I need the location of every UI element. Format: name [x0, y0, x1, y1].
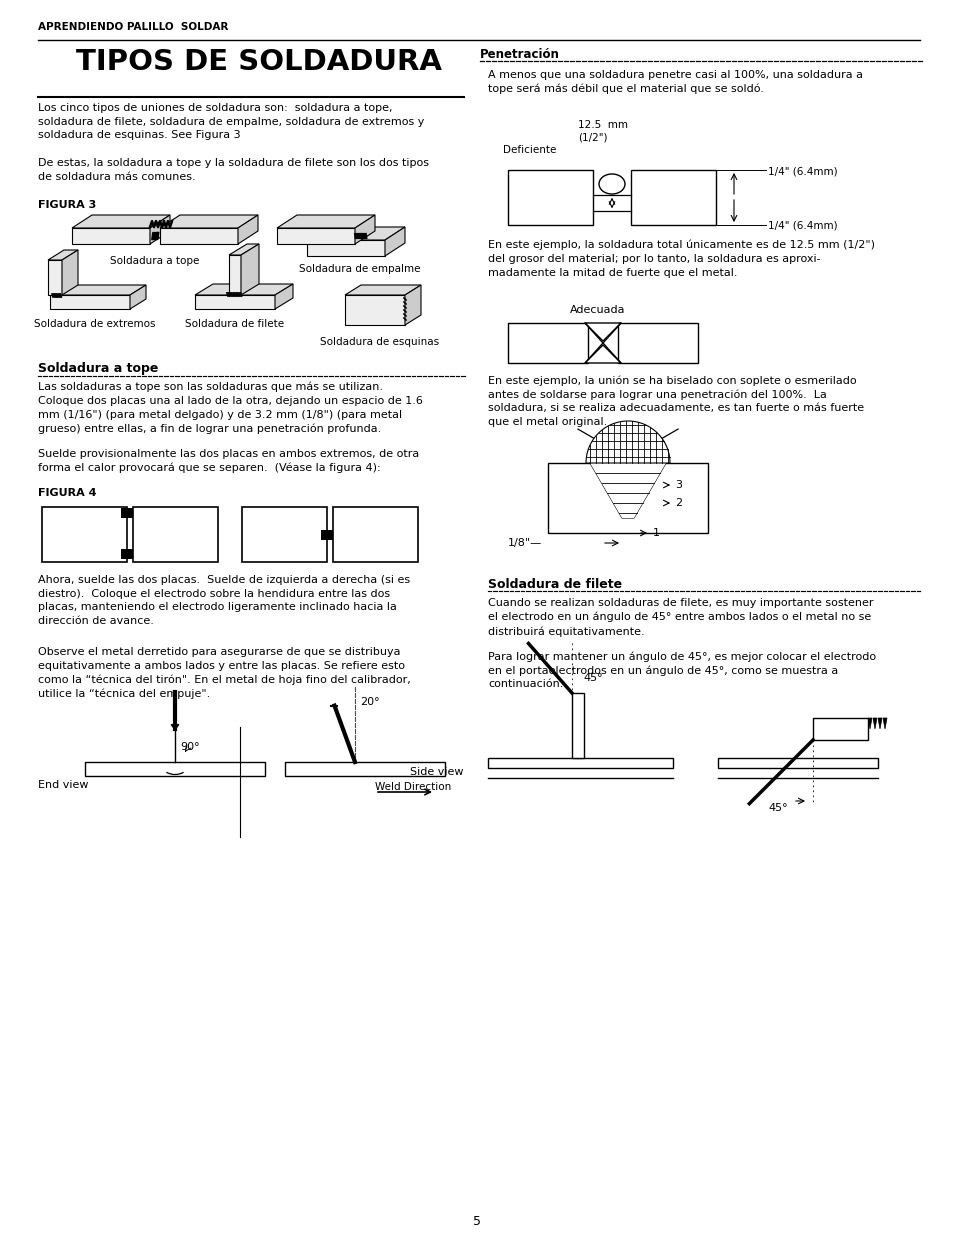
Polygon shape: [194, 284, 293, 295]
Text: Side view: Side view: [410, 767, 463, 777]
Text: TIPOS DE SOLDADURA: TIPOS DE SOLDADURA: [76, 48, 441, 77]
Text: Soldadura de extremos: Soldadura de extremos: [34, 319, 155, 329]
Text: Ahora, suelde las dos placas.  Suelde de izquierda a derecha (si es
diestro).  C: Ahora, suelde las dos placas. Suelde de …: [38, 576, 410, 626]
Text: Cuando se realizan soldaduras de filete, es muy importante sostener
el electrodo: Cuando se realizan soldaduras de filete,…: [488, 598, 873, 637]
Polygon shape: [584, 345, 620, 363]
Polygon shape: [194, 295, 274, 309]
Bar: [42, 508, 127, 562]
Text: En este ejemplo, la soldadura total únicamente es de 12.5 mm (1/2")
del grosor d: En este ejemplo, la soldadura total únic…: [488, 240, 874, 278]
Text: 1: 1: [652, 529, 659, 538]
Bar: [132, 508, 218, 562]
Bar: [333, 508, 417, 562]
Polygon shape: [345, 285, 420, 295]
Polygon shape: [867, 718, 871, 729]
Text: 5: 5: [473, 1215, 480, 1228]
Text: Soldadura de filete: Soldadura de filete: [488, 578, 621, 592]
Bar: [812, 718, 867, 740]
Bar: [85, 762, 265, 776]
Polygon shape: [160, 228, 237, 245]
Polygon shape: [274, 284, 293, 309]
Text: Suelde provisionalmente las dos placas en ambos extremos, de otra
forma el calor: Suelde provisionalmente las dos placas e…: [38, 450, 418, 473]
Bar: [547, 463, 707, 534]
Polygon shape: [882, 718, 886, 729]
Text: Observe el metal derretido para asegurarse de que se distribuya
equitativamente : Observe el metal derretido para asegurar…: [38, 647, 411, 699]
Text: Soldadura de esquinas: Soldadura de esquinas: [320, 337, 439, 347]
Polygon shape: [872, 718, 876, 729]
Text: APRENDIENDO PALILLO  SOLDAR: APRENDIENDO PALILLO SOLDAR: [38, 22, 228, 32]
Bar: [618, 324, 698, 363]
Text: Soldadura de empalme: Soldadura de empalme: [299, 264, 420, 274]
Text: Penetración: Penetración: [479, 48, 559, 61]
Polygon shape: [50, 295, 130, 309]
Bar: [285, 762, 444, 776]
Text: Soldadura de filete: Soldadura de filete: [185, 319, 284, 329]
Polygon shape: [584, 324, 620, 341]
Bar: [242, 508, 327, 562]
Polygon shape: [589, 463, 665, 517]
Text: Soldadura a tope: Soldadura a tope: [111, 256, 199, 266]
Polygon shape: [48, 261, 62, 295]
Polygon shape: [130, 285, 146, 309]
Text: De estas, la soldadura a tope y la soldadura de filete son los dos tipos
de sold: De estas, la soldadura a tope y la solda…: [38, 158, 429, 182]
Polygon shape: [405, 285, 420, 325]
Text: 20°: 20°: [359, 697, 379, 706]
Text: En este ejemplo, la unión se ha biselado con soplete o esmerilado
antes de solda: En este ejemplo, la unión se ha biselado…: [488, 375, 863, 427]
Text: 90°: 90°: [180, 742, 199, 752]
Text: 45°: 45°: [582, 673, 602, 683]
Bar: [488, 758, 672, 768]
Text: Adecuada: Adecuada: [570, 305, 625, 315]
Polygon shape: [237, 215, 257, 245]
Polygon shape: [345, 295, 405, 325]
Text: 12.5  mm
(1/2"): 12.5 mm (1/2"): [578, 120, 627, 142]
Bar: [320, 530, 333, 540]
Polygon shape: [229, 254, 241, 295]
Polygon shape: [160, 215, 257, 228]
Polygon shape: [276, 215, 375, 228]
Bar: [630, 170, 716, 225]
Bar: [718, 758, 877, 768]
Polygon shape: [71, 215, 170, 228]
Text: Soldadura a tope: Soldadura a tope: [38, 362, 158, 375]
Polygon shape: [307, 227, 405, 240]
Polygon shape: [276, 228, 355, 245]
Text: 2: 2: [675, 498, 681, 508]
Polygon shape: [48, 249, 78, 261]
Bar: [507, 170, 593, 225]
Polygon shape: [241, 245, 258, 295]
Text: Weld Direction: Weld Direction: [375, 782, 451, 792]
Text: Las soldaduras a tope son las soldaduras que más se utilizan.
Coloque dos placas: Las soldaduras a tope son las soldaduras…: [38, 382, 422, 433]
Polygon shape: [71, 228, 150, 245]
Polygon shape: [62, 249, 78, 295]
Text: 1/4" (6.4mm): 1/4" (6.4mm): [767, 221, 837, 231]
Text: 60°: 60°: [616, 433, 635, 443]
Bar: [121, 548, 132, 558]
Text: 4: 4: [633, 443, 639, 453]
Polygon shape: [229, 245, 258, 254]
Text: FIGURA 3: FIGURA 3: [38, 200, 96, 210]
Text: FIGURA 4: FIGURA 4: [38, 488, 96, 498]
Polygon shape: [589, 463, 665, 517]
Text: A menos que una soldadura penetre casi al 100%, una soldadura a
tope será más dé: A menos que una soldadura penetre casi a…: [488, 70, 862, 94]
Polygon shape: [355, 215, 375, 245]
Text: Para lograr mantener un ángulo de 45°, es mejor colocar el electrodo
en el porta: Para lograr mantener un ángulo de 45°, e…: [488, 651, 875, 689]
Bar: [572, 693, 583, 758]
Text: 3: 3: [675, 480, 681, 490]
Text: End view: End view: [38, 781, 89, 790]
Polygon shape: [385, 227, 405, 256]
Text: 45°: 45°: [767, 803, 787, 813]
Polygon shape: [585, 421, 669, 463]
Text: 1/4" (6.4mm): 1/4" (6.4mm): [767, 165, 837, 177]
Polygon shape: [877, 718, 882, 729]
Text: Deficiente: Deficiente: [502, 144, 556, 156]
Text: Los cinco tipos de uniones de soldadura son:  soldadura a tope,
soldadura de fil: Los cinco tipos de uniones de soldadura …: [38, 103, 424, 141]
Ellipse shape: [598, 174, 624, 194]
Polygon shape: [50, 285, 146, 295]
Bar: [121, 508, 132, 517]
Polygon shape: [307, 240, 385, 256]
Polygon shape: [150, 215, 170, 245]
Bar: [507, 324, 587, 363]
Text: 1/8"—: 1/8"—: [507, 538, 541, 548]
